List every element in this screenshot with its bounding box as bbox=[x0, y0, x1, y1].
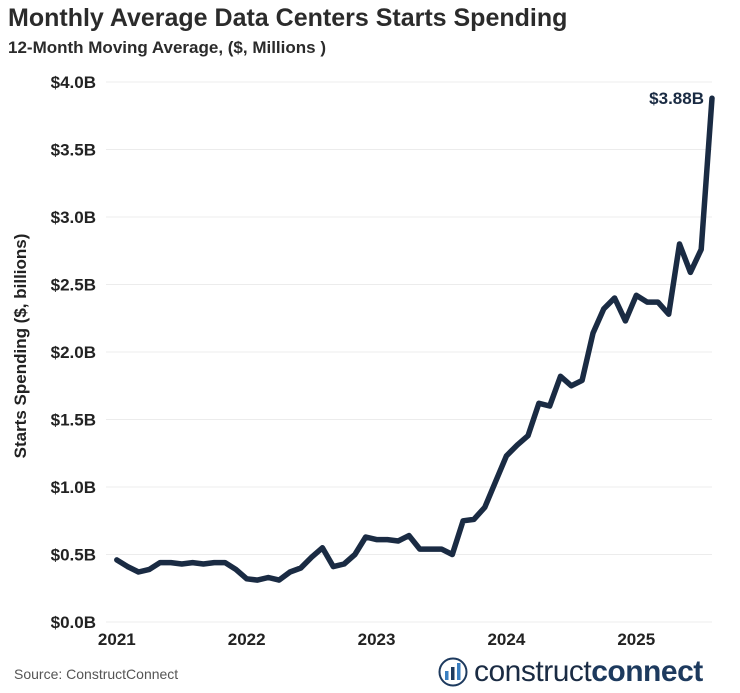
source-note: Source: ConstructConnect bbox=[14, 666, 179, 682]
x-tick-label: 2025 bbox=[617, 630, 655, 649]
logo-text-connect: connect bbox=[591, 655, 703, 688]
y-tick-label: $3.5B bbox=[51, 141, 96, 160]
y-tick-label: $0.0B bbox=[51, 613, 96, 632]
series-layer bbox=[114, 95, 715, 583]
y-tick-label: $3.0B bbox=[51, 208, 96, 227]
constructconnect-logo: constructconnect bbox=[438, 655, 703, 689]
x-tick-label: 2024 bbox=[487, 630, 525, 649]
x-tick-label: 2023 bbox=[358, 630, 396, 649]
chart-subtitle: 12-Month Moving Average, ($, Millions ) bbox=[8, 38, 326, 57]
x-tick-label: 2022 bbox=[228, 630, 266, 649]
x-tick-label: 2021 bbox=[98, 630, 136, 649]
chart-title: Monthly Average Data Centers Starts Spen… bbox=[8, 4, 568, 32]
end-value-label: $3.88B bbox=[649, 89, 704, 108]
y-axis-label: Starts Spending ($, billions) bbox=[11, 234, 30, 459]
y-tick-label: $0.5B bbox=[51, 546, 96, 565]
y-tick-label: $1.0B bbox=[51, 478, 96, 497]
grid-lines bbox=[106, 81, 712, 623]
series-line bbox=[114, 95, 715, 583]
y-axis-ticks: $0.0B $0.5B $1.0B $1.5B $2.0B $2.5B $3.0B $3.5B… bbox=[51, 73, 96, 632]
y-tick-label: $2.5B bbox=[51, 276, 96, 295]
logo-text-construct: construct bbox=[474, 655, 592, 688]
x-axis-ticks: 2021 2022 2023 2024 2025 bbox=[98, 630, 655, 649]
bar-chart-logo-icon bbox=[438, 657, 468, 687]
y-tick-label: $4.0B bbox=[51, 73, 96, 92]
y-tick-label: $2.0B bbox=[51, 343, 96, 362]
y-tick-label: $1.5B bbox=[51, 411, 96, 430]
